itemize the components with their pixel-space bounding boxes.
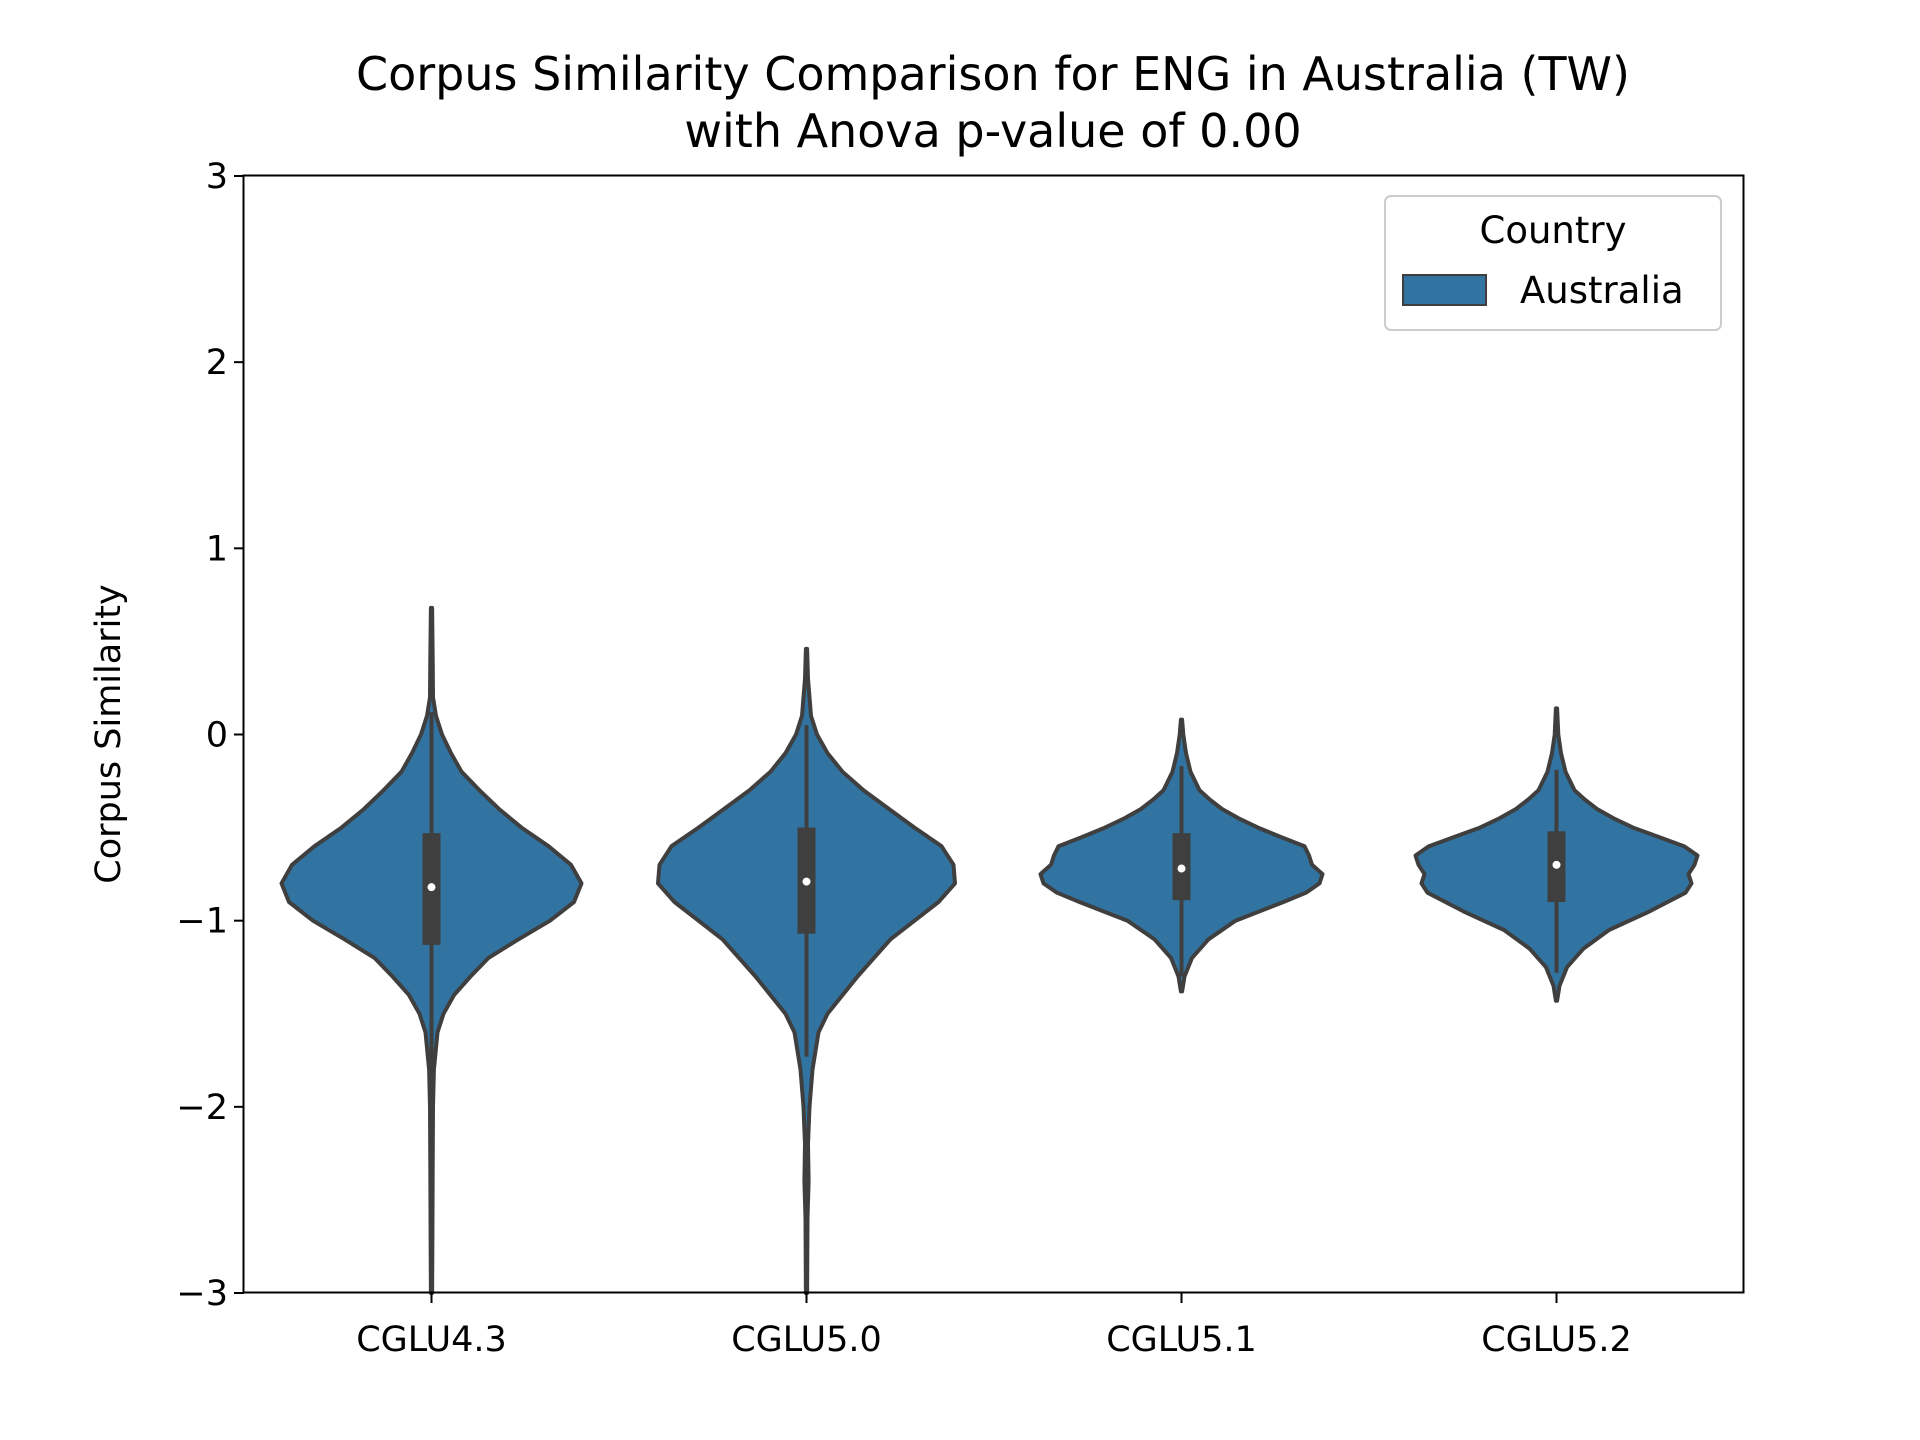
x-tick-label: CGLU5.2 xyxy=(1481,1320,1632,1360)
violins-layer xyxy=(279,605,1700,1295)
y-tick-label: 3 xyxy=(206,157,228,197)
legend-entry-australia: Australia xyxy=(1520,269,1684,312)
y-tick-label: −3 xyxy=(176,1274,228,1314)
y-tick-label: −1 xyxy=(176,902,228,942)
y-axis: 3 2 1 0 −1 −2 −3 xyxy=(176,157,244,1314)
y-axis-label: Corpus Similarity xyxy=(89,584,129,883)
chart-title-line-1: Corpus Similarity Comparison for ENG in … xyxy=(356,47,1630,101)
legend: Country Australia xyxy=(1384,195,1722,331)
x-tick-label: CGLU5.1 xyxy=(1106,1320,1257,1360)
violin-median-dot xyxy=(1177,864,1186,873)
violin-median-dot xyxy=(427,883,436,892)
y-tick-label: 2 xyxy=(206,343,228,383)
y-tick-label: −2 xyxy=(176,1088,228,1128)
violin-median-dot xyxy=(802,877,811,886)
violin-median-dot xyxy=(1552,860,1561,869)
y-tick-label: 0 xyxy=(206,716,228,756)
x-axis: CGLU4.3 CGLU5.0 CGLU5.1 CGLU5.2 xyxy=(356,1293,1632,1360)
legend-title: Country xyxy=(1480,209,1627,252)
y-tick-label: 1 xyxy=(206,529,228,569)
x-tick-label: CGLU5.0 xyxy=(731,1320,882,1360)
x-tick-label: CGLU4.3 xyxy=(356,1320,507,1360)
chart-title-line-2: with Anova p-value of 0.00 xyxy=(684,104,1301,158)
legend-swatch-australia xyxy=(1402,274,1487,306)
